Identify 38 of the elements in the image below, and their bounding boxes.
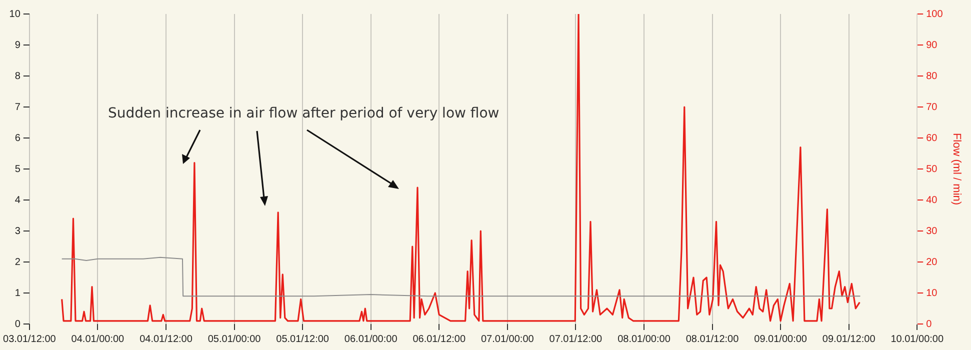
y-tick-label: 0 bbox=[14, 318, 21, 330]
y2-tick-label: 60 bbox=[926, 132, 938, 144]
x-tick-label: 05.01/00:00 bbox=[208, 334, 262, 345]
x-tick-label: 03.01/12:00 bbox=[3, 334, 56, 345]
x-tick-label: 04.01/00:00 bbox=[71, 334, 125, 345]
y-tick-label: 2 bbox=[14, 256, 21, 268]
y2-tick-label: 30 bbox=[926, 226, 938, 237]
x-tick-label: 10.01/00:00 bbox=[890, 334, 944, 345]
x-tick-label: 07.01/12:00 bbox=[549, 334, 603, 345]
y2-tick-label: 10 bbox=[926, 288, 938, 299]
y-tick-label: 5 bbox=[14, 164, 21, 175]
x-tick-label: 05.01/12:00 bbox=[276, 334, 330, 345]
y-tick-label: 1 bbox=[14, 288, 21, 299]
y2-axis-title: Flow (ml / min) bbox=[950, 132, 962, 206]
x-tick-label: 09.01/12:00 bbox=[822, 334, 876, 345]
y2-tick-label: 20 bbox=[926, 256, 938, 268]
y2-tick-label: 0 bbox=[926, 318, 932, 330]
y2-tick-label: 100 bbox=[926, 8, 944, 20]
y2-tick-label: 70 bbox=[926, 102, 938, 113]
annotation: Sudden increase in air flow after period of very low flow bbox=[108, 106, 500, 122]
x-tick-label: 08.01/00:00 bbox=[618, 334, 671, 345]
y2-tick-label: 90 bbox=[926, 40, 938, 51]
y-tick-label: 6 bbox=[14, 132, 21, 144]
y2-tick-label: 40 bbox=[926, 194, 938, 206]
y-tick-label: 9 bbox=[14, 40, 21, 51]
y-tick-label: 10 bbox=[9, 8, 21, 20]
y-tick-label: 7 bbox=[14, 102, 21, 113]
y2-tick-label: 80 bbox=[926, 70, 938, 82]
x-tick-label: 09.01/00:00 bbox=[754, 334, 808, 345]
y2-tick-label: 50 bbox=[926, 164, 938, 175]
y-tick-label: 8 bbox=[14, 70, 21, 82]
x-tick-label: 08.01/12:00 bbox=[686, 334, 740, 345]
x-tick-label: 06.01/00:00 bbox=[344, 334, 398, 345]
y-tick-label: 3 bbox=[14, 226, 21, 237]
x-tick-label: 04.01/12:00 bbox=[140, 334, 193, 345]
y-tick-label: 4 bbox=[14, 194, 21, 206]
x-tick-label: 07.01/00:00 bbox=[480, 334, 534, 345]
x-tick-label: 06.01/12:00 bbox=[412, 334, 466, 345]
